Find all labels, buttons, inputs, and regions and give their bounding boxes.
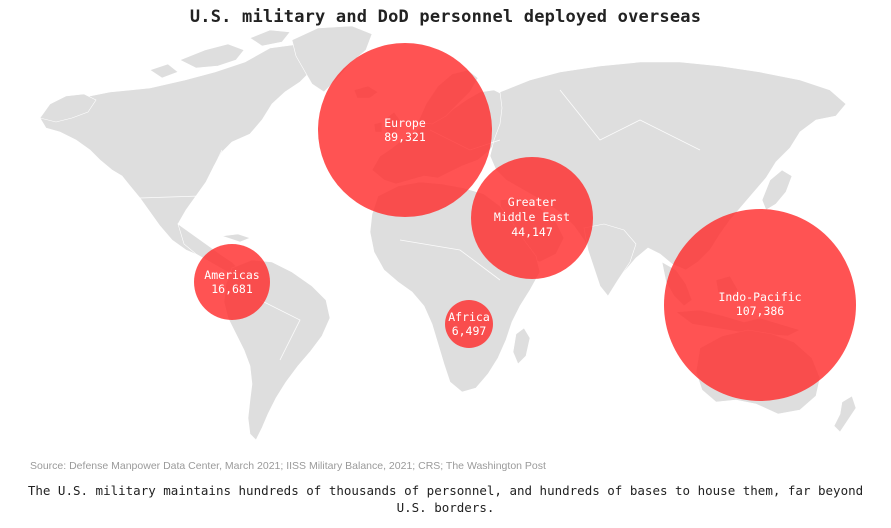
europe-label: Europe (384, 116, 426, 130)
arctic-islands-landmass (149, 29, 291, 79)
bubble-indo-pacific[interactable]: Indo-Pacific 107,386 (664, 209, 856, 401)
americas-label: Americas (204, 268, 259, 282)
north-america-landmass (39, 43, 319, 257)
africa-bubble (445, 300, 493, 348)
indo-pacific-bubble (664, 209, 856, 401)
greater-middle-east-label-line1: Greater (508, 195, 557, 209)
map-title: U.S. military and DoD personnel deployed… (189, 7, 702, 27)
greater-middle-east-bubble (471, 157, 593, 279)
greater-middle-east-value: 44,147 (511, 225, 553, 239)
bubble-europe[interactable]: Europe 89,321 (318, 43, 492, 217)
europe-value: 89,321 (384, 130, 426, 144)
africa-label: Africa (448, 310, 490, 324)
bubble-africa[interactable]: Africa 6,497 (445, 300, 493, 348)
americas-value: 16,681 (211, 282, 253, 296)
caption-text: The U.S. military maintains hundreds of … (27, 483, 864, 515)
source-note: Source: Defense Manpower Data Center, Ma… (30, 460, 546, 472)
new-zealand-landmass (833, 395, 857, 433)
indo-pacific-label: Indo-Pacific (718, 290, 801, 304)
americas-bubble (194, 244, 270, 320)
africa-value: 6,497 (452, 324, 487, 338)
japan-landmass (761, 169, 793, 211)
bubble-americas[interactable]: Americas 16,681 (194, 244, 270, 320)
indo-pacific-value: 107,386 (736, 304, 785, 318)
bubble-layer: Europe 89,321 Greater Middle East 44,147… (194, 43, 856, 401)
bubble-greater-middle-east[interactable]: Greater Middle East 44,147 (471, 157, 593, 279)
india-landmass (583, 223, 637, 297)
alaska-landmass (39, 93, 97, 123)
madagascar-landmass (512, 327, 531, 365)
europe-bubble (318, 43, 492, 217)
greater-middle-east-label-line2: Middle East (494, 210, 570, 224)
